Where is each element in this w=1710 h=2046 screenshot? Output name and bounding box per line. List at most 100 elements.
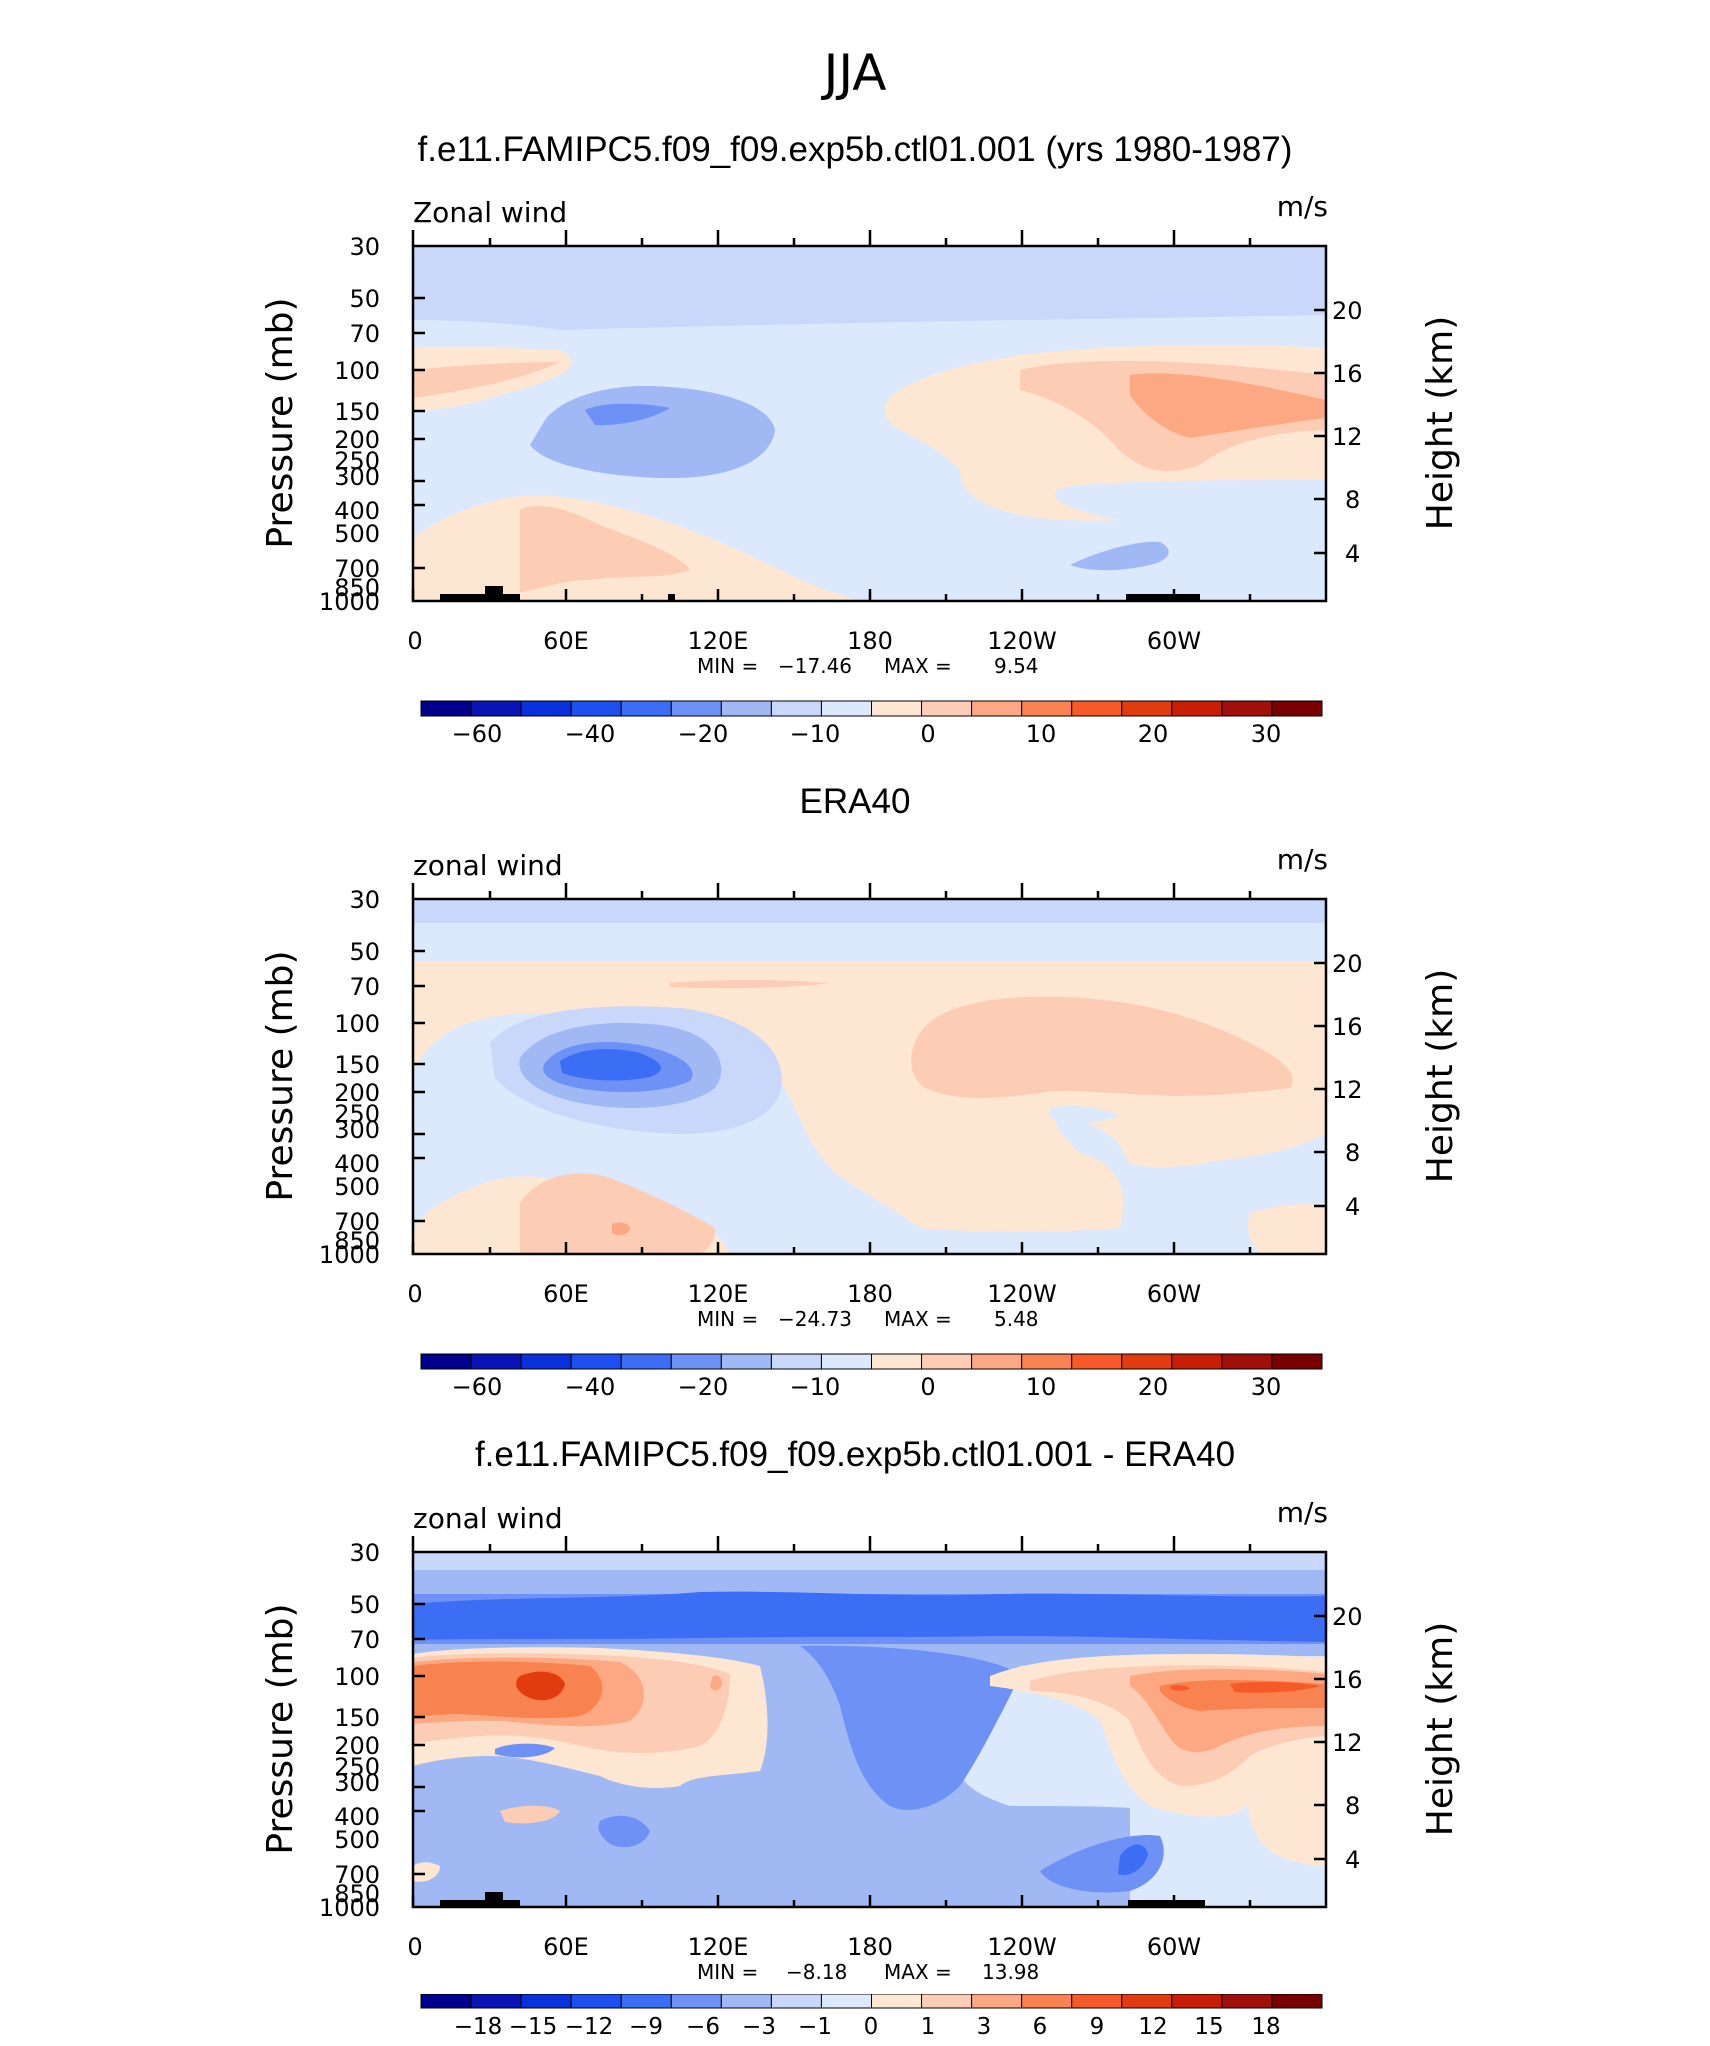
colorbar-box [1121,1994,1173,2009]
panel-1-chart: Zonal wind m/s 30 50 70 [260,190,1461,678]
panel-3-ytick-500: 500 [334,1826,380,1854]
panel-2-ytick-100: 100 [334,1010,380,1038]
panel-3-core-band [413,1591,1326,1642]
panel-1-rtick-4: 4 [1345,540,1360,568]
panel-3-rtick-4: 4 [1345,1846,1360,1874]
colorbar-box [971,700,1023,717]
colorbar-box [871,1994,923,2009]
panel-1-ytick-70: 70 [349,320,380,348]
panel-3-xtick-0: 0 [407,1933,422,1961]
colorbar-box [1021,1994,1073,2009]
panel-1-max-value: 9.54 [994,654,1039,678]
colorbar-box [470,700,522,717]
panel-1-land-africa [440,594,520,601]
panel-2-ytick-400: 400 [334,1150,380,1178]
panel-1-cbar-label-30: 30 [1251,720,1282,748]
panel-2-ytick-500: 500 [334,1173,380,1201]
panel-1-land-andes [1126,594,1200,601]
panel-3-cbar-label-6: 6 [1033,2014,1048,2038]
panel-2-xtick-120w: 120W [987,1280,1057,1308]
panel-3-jet-east-dot [1170,1685,1190,1691]
panel-3-xtick-60w: 60W [1147,1933,1201,1961]
colorbar-box [620,700,672,717]
colorbar-box [770,1994,822,2009]
colorbar-box [1171,700,1223,717]
panel-2-low-warm-dot [612,1222,630,1236]
panel-3-left-string: zonal wind [413,1502,563,1535]
colorbar-box [1271,1353,1323,1370]
panel-1-xtick-120w: 120W [987,627,1057,655]
panel-3-cbar-label-m9: −9 [629,2014,663,2038]
panel-2-strat-band-lower [413,923,1326,961]
panel-3-jet-west-core [413,1661,603,1719]
panel-3-cbar-label-m12: −12 [565,2014,614,2038]
panel-1-rtick-8: 8 [1345,486,1360,514]
colorbar-box [770,1353,822,1370]
colorbar-box [1221,700,1273,717]
panel-3-ticks [411,1536,1326,1907]
colorbar-box [871,700,923,717]
colorbar-box [420,700,472,717]
colorbar-box [1021,1353,1073,1370]
panel-3-title: f.e11.FAMIPC5.f09_f09.exp5b.ctl01.001 - … [474,1435,1236,1474]
panel-2-rtick-8: 8 [1345,1139,1360,1167]
panel-3-rtick-20: 20 [1332,1603,1363,1631]
panel-3-land-andes [1128,1900,1205,1907]
panel-3-ytick-300: 300 [334,1769,380,1797]
panel-1-xtick-120e: 120E [688,627,749,655]
panel-3-min-value: −8.18 [786,1960,847,1984]
panel-3-land-africa [440,1900,520,1907]
panel-2-ytick-150: 150 [334,1051,380,1079]
panel-3-colorbar-boxes [420,1994,1323,2009]
panel-1-rtick-12: 12 [1332,423,1363,451]
colorbar-box [420,1994,472,2009]
panel-2-rtick-20: 20 [1332,950,1363,978]
panel-2-cbar-label-0: 0 [920,1373,935,1401]
colorbar-box [620,1353,672,1370]
panel-2-cbar-label-m40: −40 [565,1373,616,1401]
panel-2-xtick-60w: 60W [1147,1280,1201,1308]
panel-1-ytick-150: 150 [334,398,380,426]
panel-1-ytick-250: 250 [334,447,380,475]
panel-3-cbar-label-m3: −3 [742,2014,776,2038]
panel-1-xtick-60e: 60E [543,627,589,655]
panel-2-xtick-180: 180 [847,1280,893,1308]
panel-1-ytick-1000: 1000 [319,588,380,616]
panel-3-east-lower-warm [1248,1776,1326,1866]
panel-2-easterly-core [560,1049,661,1081]
panel-1-cbar-label-m20: −20 [678,720,729,748]
colorbar-box [1221,1994,1273,2009]
panel-2-ytick-850: 850 [334,1227,380,1255]
panel-3-xtick-120w: 120W [987,1933,1057,1961]
colorbar-box [1171,1994,1223,2009]
colorbar-box [820,700,873,717]
colorbar-box [670,700,722,717]
panel-3-ytick-150: 150 [334,1704,380,1732]
panel-2-low-warm-core [520,1173,716,1254]
panel-3-cbar-label-m6: −6 [686,2014,720,2038]
panel-1-rtick-16: 16 [1332,360,1363,388]
colorbar-box [570,700,622,717]
panel-1-cbar-label-m10: −10 [790,720,841,748]
panel-3-cbar-label-3: 3 [977,2014,992,2038]
panel-3-bottom-left-warm [413,1862,440,1882]
colorbar-box [620,1994,672,2009]
panel-3-ylabel-right: Height (km) [1420,1622,1461,1836]
panel-1-ytick-50: 50 [349,285,380,313]
panel-2-ytick-30: 30 [349,886,380,914]
panel-3-ytick-30: 30 [349,1539,380,1567]
panel-2-strat-band [413,899,1326,923]
panel-2-ytick-50: 50 [349,938,380,966]
panel-2-rtick-16: 16 [1332,1013,1363,1041]
panel-1-field [413,246,1326,601]
panel-1-ytick-30: 30 [349,233,380,261]
colorbar-box [820,1353,873,1370]
panel-1-ticks [411,230,1326,601]
panel-3-xtick-120e: 120E [688,1933,749,1961]
panel-3-cbar-label-1: 1 [921,2014,936,2038]
panel-3-colorbar: −18 −15 −12 −9 −6 −3 −1 0 1 3 6 9 12 15 … [420,1994,1323,2038]
panel-2-ytick-200: 200 [334,1079,380,1107]
panel-1-cbar-label-10: 10 [1026,720,1057,748]
panel-3-cbar-label-18: 18 [1251,2014,1280,2038]
panel-3-cbar-label-0: 0 [864,2014,879,2038]
